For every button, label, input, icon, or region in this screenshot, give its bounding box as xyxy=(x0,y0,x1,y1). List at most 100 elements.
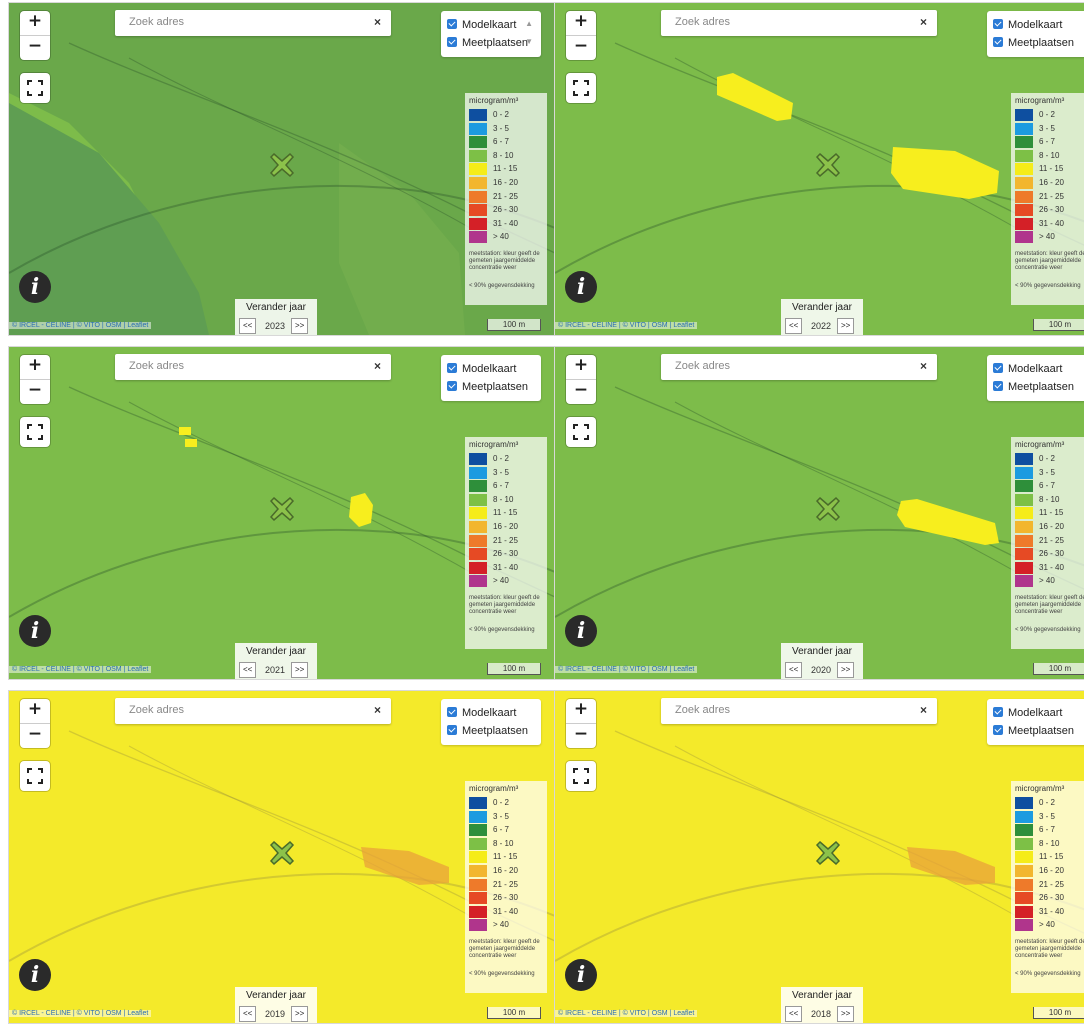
clear-search-button[interactable]: × xyxy=(919,15,927,29)
location-marker-icon[interactable] xyxy=(269,152,295,178)
zoom-in-button[interactable]: + xyxy=(20,11,50,36)
zoom-out-button[interactable]: − xyxy=(573,724,589,744)
checkbox-checked-icon[interactable] xyxy=(447,725,457,735)
location-marker-icon[interactable] xyxy=(815,152,841,178)
fullscreen-button[interactable] xyxy=(566,417,596,447)
search-input[interactable]: Zoek adres xyxy=(129,704,185,716)
layer-modelkaart-toggle[interactable]: Modelkaart xyxy=(447,705,516,721)
info-button[interactable]: i xyxy=(19,959,51,991)
zoom-out-button[interactable]: − xyxy=(573,380,589,400)
fullscreen-button[interactable] xyxy=(20,73,50,103)
map-panel-2018[interactable]: + − Zoek adres × Modelkaart Meetplaatsen… xyxy=(554,690,1084,1024)
map-background[interactable] xyxy=(555,691,1084,1023)
info-button[interactable]: i xyxy=(565,959,597,991)
previous-year-button[interactable]: << xyxy=(785,662,803,678)
map-background[interactable] xyxy=(555,347,1084,679)
layer-meetplaatsen-toggle[interactable]: Meetplaatsen xyxy=(993,35,1074,51)
info-button[interactable]: i xyxy=(565,271,597,303)
checkbox-checked-icon[interactable] xyxy=(447,37,457,47)
search-input[interactable]: Zoek adres xyxy=(675,704,731,716)
previous-year-button[interactable]: << xyxy=(785,318,803,334)
previous-year-button[interactable]: << xyxy=(785,1006,803,1022)
next-year-button[interactable]: >> xyxy=(837,318,855,334)
layer-modelkaart-toggle[interactable]: Modelkaart xyxy=(993,361,1062,377)
attribution[interactable]: © IRCEL - CELINE | © VITO | OSM | Leafle… xyxy=(9,322,152,329)
next-year-button[interactable]: >> xyxy=(291,662,309,678)
layer-meetplaatsen-toggle[interactable]: Meetplaatsen xyxy=(447,35,528,51)
previous-year-button[interactable]: << xyxy=(239,318,257,334)
address-search[interactable]: Zoek adres × xyxy=(115,354,391,380)
attribution[interactable]: © IRCEL - CELINE | © VITO | OSM | Leafle… xyxy=(555,666,698,673)
address-search[interactable]: Zoek adres × xyxy=(661,354,937,380)
zoom-in-button[interactable]: + xyxy=(566,355,596,380)
layer-modelkaart-toggle[interactable]: Modelkaart xyxy=(447,361,516,377)
next-year-button[interactable]: >> xyxy=(291,1006,309,1022)
checkbox-checked-icon[interactable] xyxy=(993,381,1003,391)
clear-search-button[interactable]: × xyxy=(373,15,381,29)
attribution[interactable]: © IRCEL - CELINE | © VITO | OSM | Leafle… xyxy=(9,1010,152,1017)
checkbox-checked-icon[interactable] xyxy=(993,19,1003,29)
info-button[interactable]: i xyxy=(565,615,597,647)
checkbox-checked-icon[interactable] xyxy=(993,725,1003,735)
layer-meetplaatsen-toggle[interactable]: Meetplaatsen xyxy=(993,723,1074,739)
layer-modelkaart-toggle[interactable]: Modelkaart xyxy=(993,705,1062,721)
zoom-out-button[interactable]: − xyxy=(27,36,43,56)
layer-modelkaart-toggle[interactable]: Modelkaart xyxy=(447,17,516,33)
location-marker-icon[interactable] xyxy=(815,840,841,866)
zoom-in-button[interactable]: + xyxy=(566,699,596,724)
map-panel-2019[interactable]: + − Zoek adres × Modelkaart Meetplaatsen… xyxy=(8,690,556,1024)
zoom-in-button[interactable]: + xyxy=(20,699,50,724)
info-button[interactable]: i xyxy=(19,271,51,303)
fullscreen-button[interactable] xyxy=(566,73,596,103)
zoom-out-button[interactable]: − xyxy=(27,724,43,744)
previous-year-button[interactable]: << xyxy=(239,662,257,678)
checkbox-checked-icon[interactable] xyxy=(447,363,457,373)
layer-modelkaart-toggle[interactable]: Modelkaart xyxy=(993,17,1062,33)
attribution[interactable]: © IRCEL - CELINE | © VITO | OSM | Leafle… xyxy=(555,1010,698,1017)
checkbox-checked-icon[interactable] xyxy=(447,19,457,29)
clear-search-button[interactable]: × xyxy=(373,359,381,373)
location-marker-icon[interactable] xyxy=(269,840,295,866)
zoom-in-button[interactable]: + xyxy=(20,355,50,380)
checkbox-checked-icon[interactable] xyxy=(993,363,1003,373)
layer-meetplaatsen-toggle[interactable]: Meetplaatsen xyxy=(993,379,1074,395)
address-search[interactable]: Zoek adres × xyxy=(115,698,391,724)
scroll-down-icon[interactable]: ▼ xyxy=(525,37,533,46)
clear-search-button[interactable]: × xyxy=(373,703,381,717)
address-search[interactable]: Zoek adres × xyxy=(661,10,937,36)
map-panel-2022[interactable]: + − Zoek adres × Modelkaart Meetplaatsen… xyxy=(554,2,1084,336)
layer-meetplaatsen-toggle[interactable]: Meetplaatsen xyxy=(447,379,528,395)
clear-search-button[interactable]: × xyxy=(919,359,927,373)
search-input[interactable]: Zoek adres xyxy=(129,16,185,28)
zoom-out-button[interactable]: − xyxy=(573,36,589,56)
scroll-up-icon[interactable]: ▲ xyxy=(525,19,533,28)
info-button[interactable]: i xyxy=(19,615,51,647)
next-year-button[interactable]: >> xyxy=(837,1006,855,1022)
location-marker-icon[interactable] xyxy=(815,496,841,522)
address-search[interactable]: Zoek adres × xyxy=(115,10,391,36)
map-panel-2021[interactable]: + − Zoek adres × Modelkaart Meetplaatsen… xyxy=(8,346,556,680)
checkbox-checked-icon[interactable] xyxy=(447,381,457,391)
next-year-button[interactable]: >> xyxy=(837,662,855,678)
location-marker-icon[interactable] xyxy=(269,496,295,522)
fullscreen-button[interactable] xyxy=(20,417,50,447)
map-panel-2020[interactable]: + − Zoek adres × Modelkaart Meetplaatsen… xyxy=(554,346,1084,680)
checkbox-checked-icon[interactable] xyxy=(993,37,1003,47)
clear-search-button[interactable]: × xyxy=(919,703,927,717)
fullscreen-button[interactable] xyxy=(20,761,50,791)
map-background[interactable] xyxy=(555,3,1084,335)
attribution[interactable]: © IRCEL - CELINE | © VITO | OSM | Leafle… xyxy=(555,322,698,329)
search-input[interactable]: Zoek adres xyxy=(675,360,731,372)
previous-year-button[interactable]: << xyxy=(239,1006,257,1022)
fullscreen-button[interactable] xyxy=(566,761,596,791)
next-year-button[interactable]: >> xyxy=(291,318,309,334)
search-input[interactable]: Zoek adres xyxy=(675,16,731,28)
layer-meetplaatsen-toggle[interactable]: Meetplaatsen xyxy=(447,723,528,739)
map-panel-2023[interactable]: + − Zoek adres × Modelkaart Meetplaatsen… xyxy=(8,2,556,336)
zoom-in-button[interactable]: + xyxy=(566,11,596,36)
checkbox-checked-icon[interactable] xyxy=(993,707,1003,717)
zoom-out-button[interactable]: − xyxy=(27,380,43,400)
attribution[interactable]: © IRCEL - CELINE | © VITO | OSM | Leafle… xyxy=(9,666,152,673)
address-search[interactable]: Zoek adres × xyxy=(661,698,937,724)
checkbox-checked-icon[interactable] xyxy=(447,707,457,717)
